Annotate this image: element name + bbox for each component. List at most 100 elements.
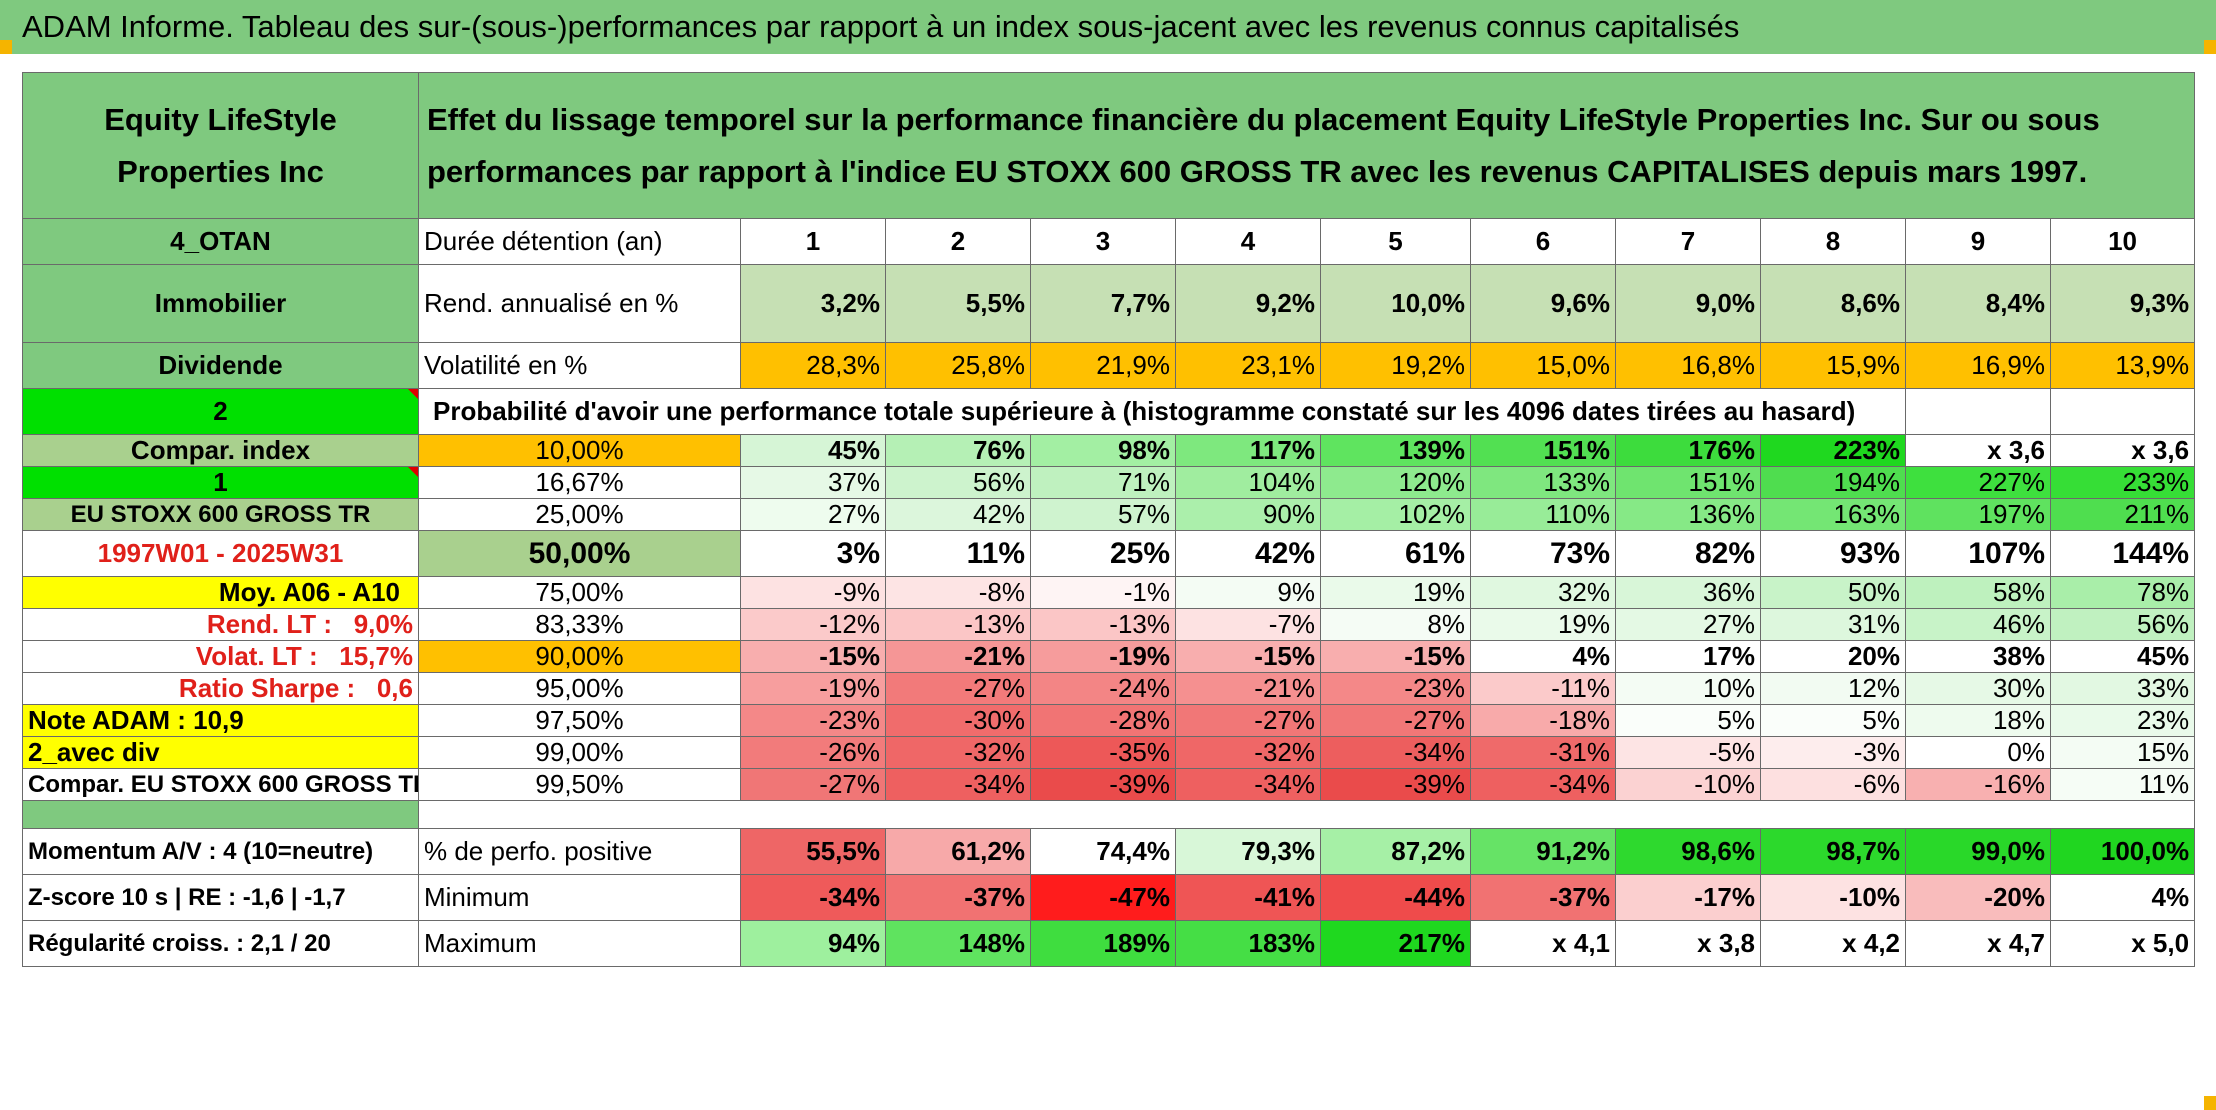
probability-cell: -35% [1030,736,1176,769]
probability-cell: 211% [2049,498,2196,531]
probability-cell: -3% [1760,736,1906,769]
probability-cell: -15% [740,640,886,673]
rend-value: 5,5% [885,264,1031,343]
probability-row: 2_avec div 99,00% -26% -32% -35% -32% -34% -31%… [22,736,2196,769]
probability-cell: -27% [885,672,1031,705]
probability-cell: -23% [740,704,886,737]
probability-cell: 151% [1470,434,1616,467]
probability-row: EU STOXX 600 GROSS TR 25,00% 27% 42% 57% 90% 1… [22,498,2196,531]
probability-row: Ratio Sharpe : 0,6 95,00% -19% -27% -24% -21%… [22,672,2196,705]
volat-value: 13,9% [2049,342,2196,389]
selector-1[interactable]: 1 [22,466,419,499]
year-header: 5 [1320,218,1471,265]
probability-cell: -10% [1615,768,1761,801]
momentum-label: Momentum A/V : 4 (10=neutre) [22,828,419,875]
probability-cell: x 3,6 [2049,434,2196,467]
report-title: Effet du lissage temporel sur la perform… [417,72,2196,219]
probability-cell: -26% [740,736,886,769]
probability-cell: 194% [1760,466,1906,499]
probability-cell: 0% [1905,736,2051,769]
rend-value: 9,6% [1470,264,1616,343]
probability-cell: 5% [1760,704,1906,737]
year-header: 1 [740,218,886,265]
probability-cell: 36% [1615,576,1761,609]
probability-cell: 42% [885,498,1031,531]
probability-cell: -21% [885,640,1031,673]
rend-value: 3,2% [740,264,886,343]
probability-cell: -1% [1030,576,1176,609]
rend-lt-label: Rend. LT : 9,0% [22,608,419,641]
probability-cell: 19% [1470,608,1616,641]
minimum-value: -34% [740,874,886,921]
probability-cell: 4% [1470,640,1616,673]
perfo-pos-value: 99,0% [1905,828,2051,875]
probability-cell: 104% [1175,466,1321,499]
spacer-green [22,800,419,829]
index-name: EU STOXX 600 GROSS TR [22,498,419,531]
volat-value: 28,3% [740,342,886,389]
probability-row: Compar. EU STOXX 600 GROSS TR 99,50% -27% -… [22,768,2196,801]
selector-2[interactable]: 2 [22,388,419,435]
probability-cell: 9% [1175,576,1321,609]
probability-cell: -13% [885,608,1031,641]
probability-cell: -12% [740,608,886,641]
probability-cell: 27% [1615,608,1761,641]
maximum-label: Maximum [418,920,741,967]
probability-cell: -39% [1030,768,1176,801]
probability-rows: Compar. index 10,00% 45% 76% 98% 117% 139% 151%… [22,434,2196,801]
probability-row: Moy. A06 - A10 75,00% -9% -8% -1% 9% 19% 32% 36%… [22,576,2196,609]
perfo-pos-value: 87,2% [1320,828,1471,875]
duree-label: Durée détention (an) [418,218,741,265]
probability-cell: 25% [1030,530,1176,577]
probability-cell: -7% [1175,608,1321,641]
volat-label: Volatilité en % [418,342,741,389]
probability-cell: 163% [1760,498,1906,531]
probability-cell: 233% [2049,466,2196,499]
maximum-value: 94% [740,920,886,967]
probability-cell: 176% [1615,434,1761,467]
probability-cell: -34% [1320,736,1471,769]
maximum-value: x 3,8 [1615,920,1761,967]
rend-value: 8,4% [1905,264,2051,343]
maximum-value: 148% [885,920,1031,967]
minimum-value: -17% [1615,874,1761,921]
empty-cell [1905,388,2051,435]
probability-cell: 12% [1760,672,1906,705]
probability-cell: -19% [1030,640,1176,673]
minimum-value: -44% [1320,874,1471,921]
probability-cell: 50% [1760,576,1906,609]
probability-cell: 46% [1905,608,2051,641]
volat-lt-label: Volat. LT : 15,7% [22,640,419,673]
probability-cell: 227% [1905,466,2051,499]
minimum-value: -10% [1760,874,1906,921]
rend-label: Rend. annualisé en % [418,264,741,343]
probability-cell: -39% [1320,768,1471,801]
probability-caption: Probabilité d'avoir une performance tota… [418,388,1906,435]
rend-value: 7,7% [1030,264,1176,343]
probability-cell: 133% [1470,466,1616,499]
sector-label: Immobilier [22,264,419,343]
probability-cell: 17% [1615,640,1761,673]
perfo-pos-value: 55,5% [740,828,886,875]
perfo-pos-value: 98,6% [1615,828,1761,875]
probability-cell: -32% [1175,736,1321,769]
volat-value: 19,2% [1320,342,1471,389]
probability-cell: -34% [885,768,1031,801]
probability-cell: 11% [885,530,1031,577]
code-label: 4_OTAN [22,218,419,265]
rend-value: 9,2% [1175,264,1321,343]
maximum-value: 183% [1175,920,1321,967]
probability-threshold: 95,00% [418,672,741,705]
probability-cell: -13% [1030,608,1176,641]
empty-cell [2049,388,2196,435]
probability-row: Volat. LT : 15,7% 90,00% -15% -21% -19% -15% -… [22,640,2196,673]
probability-cell: 73% [1470,530,1616,577]
probability-cell: -34% [1175,768,1321,801]
probability-cell: 82% [1615,530,1761,577]
perfo-pos-value: 61,2% [885,828,1031,875]
probability-cell: 3% [740,530,886,577]
minimum-value: -37% [885,874,1031,921]
performance-table: Equity LifeStyle Properties Inc Effet du… [22,72,2196,967]
compar-full-label: Compar. EU STOXX 600 GROSS TR [22,768,419,801]
report-banner: ADAM Informe. Tableau des sur-(sous-)per… [0,0,2216,54]
